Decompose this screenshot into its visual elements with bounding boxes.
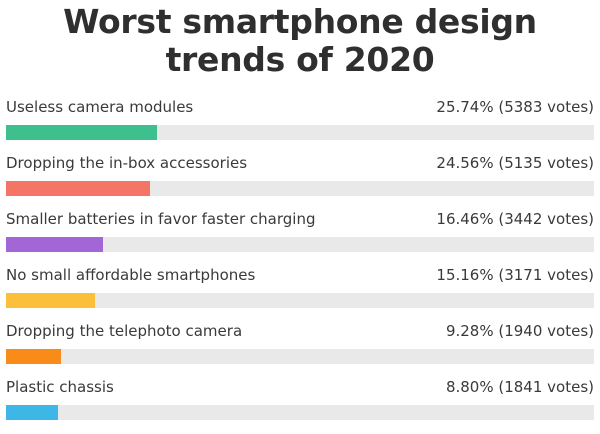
- result-bar-fill: [6, 293, 96, 308]
- result-bar-track: [6, 293, 594, 308]
- result-bar-fill: [6, 181, 151, 196]
- option-label: Smaller batteries in favor faster chargi…: [6, 210, 316, 228]
- poll-option: Dropping the in-box accessories 24.56% (…: [6, 154, 594, 210]
- option-result: 16.46% (3442 votes): [436, 210, 594, 228]
- option-result: 24.56% (5135 votes): [436, 154, 594, 172]
- result-bar-track: [6, 405, 594, 420]
- poll-options: Useless camera modules 25.74% (5383 vote…: [6, 98, 594, 434]
- option-result: 8.80% (1841 votes): [445, 378, 594, 396]
- poll-option: Smaller batteries in favor faster chargi…: [6, 210, 594, 266]
- poll-option: No small affordable smartphones 15.16% (…: [6, 266, 594, 322]
- result-bar-fill: [6, 237, 103, 252]
- poll-option: Dropping the telephoto camera 9.28% (194…: [6, 322, 594, 378]
- poll-results: Worst smartphone design trends of 2020 U…: [6, 2, 594, 420]
- result-bar-fill: [6, 349, 61, 364]
- option-label: Useless camera modules: [6, 98, 194, 116]
- result-bar-fill: [6, 125, 158, 140]
- result-bar-track: [6, 349, 594, 364]
- result-bar-fill: [6, 405, 58, 420]
- option-result: 15.16% (3171 votes): [436, 266, 594, 284]
- poll-option: Plastic chassis 8.80% (1841 votes): [6, 378, 594, 434]
- poll-option: Useless camera modules 25.74% (5383 vote…: [6, 98, 594, 154]
- option-label: Plastic chassis: [6, 378, 114, 396]
- option-label: Dropping the in-box accessories: [6, 154, 248, 172]
- option-result: 25.74% (5383 votes): [436, 98, 594, 116]
- option-result: 9.28% (1940 votes): [445, 322, 594, 340]
- option-label: Dropping the telephoto camera: [6, 322, 243, 340]
- result-bar-track: [6, 237, 594, 252]
- result-bar-track: [6, 181, 594, 196]
- poll-title: Worst smartphone design trends of 2020: [63, 2, 537, 79]
- result-bar-track: [6, 125, 594, 140]
- option-label: No small affordable smartphones: [6, 266, 256, 284]
